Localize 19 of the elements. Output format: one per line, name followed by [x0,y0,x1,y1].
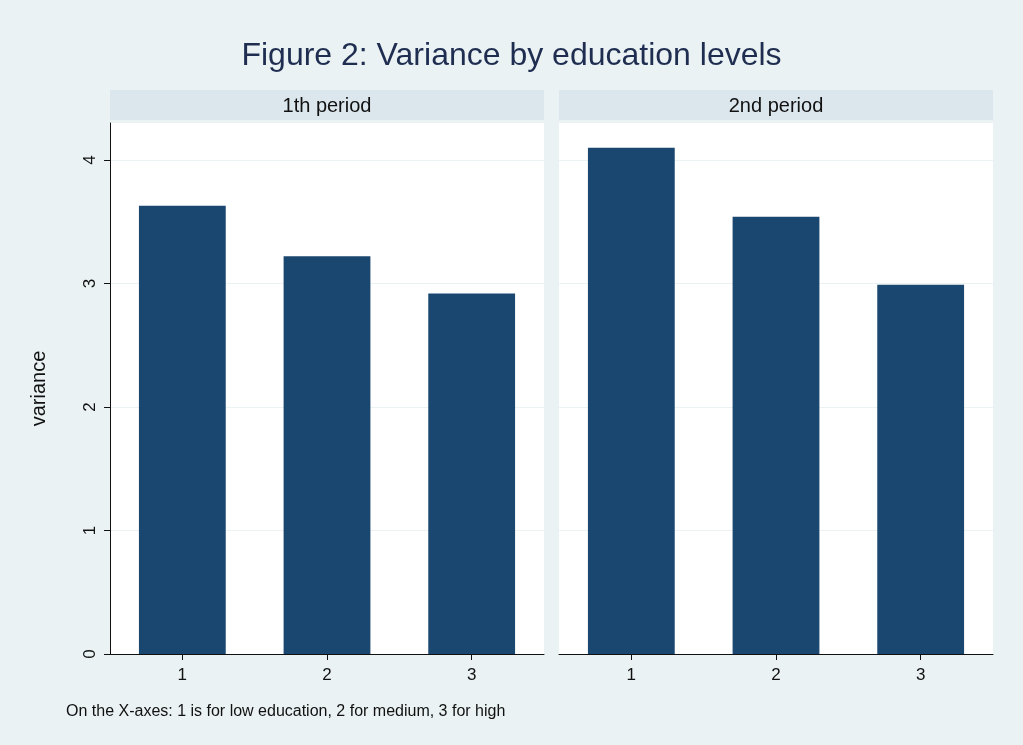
y-tick-label: 0 [80,649,99,659]
chart-subtitle: 2nd period [559,90,993,120]
x-tick-label: 3 [915,665,926,684]
chart-title: Figure 2: Variance by education levels [240,36,783,73]
chart-subtitle: 1th period [110,90,544,120]
bar [138,205,226,654]
y-tick-label: 1 [80,525,99,536]
x-tick-label: 2 [771,665,781,684]
y-tick-label: 2 [80,402,99,412]
bar [283,256,371,654]
y-tick-label: 4 [80,155,99,165]
text: On the X-axes: 1 is for low education, 2 for medium, 3 for high [66,702,506,720]
bar [428,293,516,654]
y-tick-label: 3 [80,278,99,289]
x-tick-label: 2 [322,665,332,684]
x-tick-label: 3 [466,665,477,684]
y-axis-title: variance [27,350,49,427]
x-tick-label: 1 [626,665,637,684]
x-tick-label: 1 [177,665,188,684]
